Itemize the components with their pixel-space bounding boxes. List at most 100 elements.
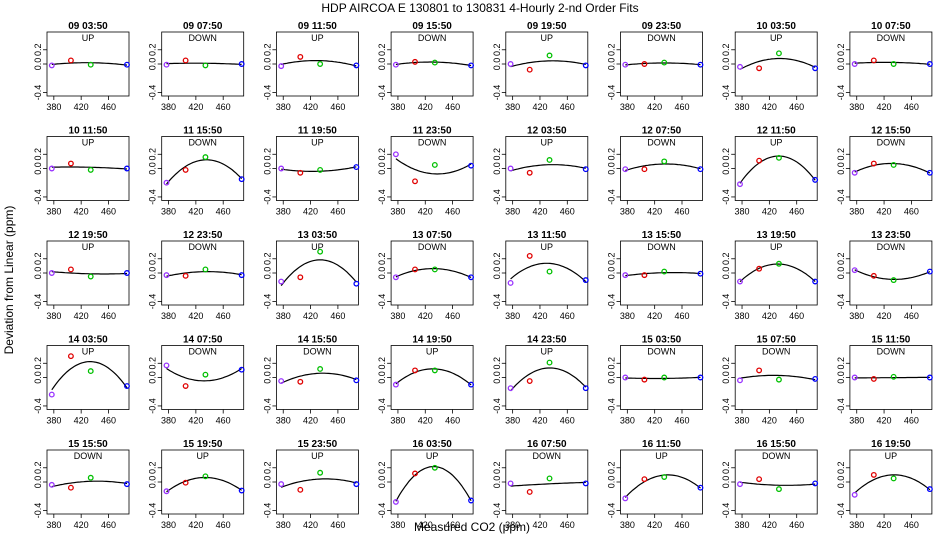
data-point [67, 353, 74, 360]
panel-title: 09 03:50 [68, 21, 108, 32]
y-tick-label: 0.0 [607, 476, 617, 489]
x-tick-label: 380 [390, 416, 405, 426]
x-tick-label: 380 [849, 416, 864, 426]
x-tick-label: 380 [505, 520, 520, 530]
x-tick-label: 420 [188, 416, 203, 426]
y-tick-label: 0.2 [721, 462, 731, 475]
data-point [123, 481, 130, 488]
x-tick-label: 380 [276, 416, 291, 426]
y-tick-label: -0.4 [721, 503, 731, 519]
data-point [622, 166, 629, 173]
panel-title: 11 15:50 [183, 126, 222, 137]
data-point [582, 277, 589, 284]
panel-direction-label: DOWN [647, 33, 676, 43]
panel-title: 09 23:50 [642, 21, 682, 32]
data-point [48, 481, 55, 488]
data-point [182, 383, 189, 389]
data-point [278, 481, 285, 488]
fit-curve [395, 61, 472, 67]
x-tick-label: 420 [418, 102, 433, 112]
x-tick-label: 420 [74, 311, 89, 321]
x-tick-label: 380 [46, 520, 61, 530]
panel-direction-label: DOWN [418, 242, 447, 252]
data-point [238, 272, 245, 279]
x-tick-label: 460 [904, 520, 919, 530]
x-tick-label: 380 [735, 416, 750, 426]
panel-title: 12 23:50 [183, 230, 223, 241]
x-tick-label: 460 [560, 416, 575, 426]
y-tick-label: -0.4 [33, 294, 43, 310]
data-point [661, 474, 668, 480]
data-point [238, 176, 245, 183]
fit-curve [395, 158, 472, 175]
x-tick-label: 460 [101, 416, 116, 426]
x-tick-label: 380 [161, 102, 176, 112]
panel-direction-label: UP [311, 33, 324, 43]
x-tick-label: 380 [161, 416, 176, 426]
data-point [756, 476, 763, 483]
panel-title: 13 19:50 [756, 230, 796, 241]
y-tick-label: -0.4 [377, 398, 387, 414]
x-tick-label: 420 [303, 207, 318, 217]
panel-direction-label: UP [82, 242, 95, 252]
data-point [890, 61, 897, 67]
data-point [87, 474, 94, 481]
x-tick-label: 380 [849, 520, 864, 530]
x-tick-label: 420 [188, 102, 203, 112]
y-tick-label: -0.4 [262, 189, 272, 205]
y-tick-label: 0.2 [33, 462, 43, 475]
data-point [546, 475, 553, 482]
panel-direction-label: DOWN [418, 138, 447, 148]
y-tick-label: 0.0 [33, 58, 43, 71]
y-tick-label: 0.0 [377, 162, 387, 175]
data-point [297, 274, 304, 281]
fit-curve [510, 60, 586, 68]
panel-title: 12 07:50 [642, 126, 682, 137]
fit-curve [739, 57, 816, 70]
data-point [661, 158, 668, 165]
data-point [507, 61, 514, 67]
y-tick-label: -0.4 [492, 294, 502, 310]
data-point [87, 61, 94, 68]
panel-title: 15 03:50 [642, 335, 682, 346]
data-point [756, 65, 763, 72]
data-point [775, 154, 782, 161]
data-point [123, 61, 130, 68]
data-point [582, 385, 589, 392]
data-point [353, 280, 360, 287]
y-tick-label: -0.4 [836, 189, 846, 205]
y-tick-label: 0.2 [721, 357, 731, 370]
y-tick-label: 0.0 [607, 371, 617, 384]
y-tick-label: 0.0 [148, 267, 158, 280]
y-tick-label: 0.2 [836, 148, 846, 161]
y-tick-label: -0.4 [607, 503, 617, 519]
y-tick-label: 0.0 [721, 267, 731, 280]
y-tick-label: 0.2 [607, 357, 617, 370]
panel-title: 10 07:50 [871, 21, 911, 32]
y-tick-label: 0.2 [33, 253, 43, 266]
panel-title: 09 19:50 [527, 21, 567, 32]
data-point [468, 62, 474, 69]
x-tick-label: 380 [46, 416, 61, 426]
fit-curve [625, 272, 701, 277]
x-tick-label: 460 [216, 207, 231, 217]
x-tick-label: 420 [647, 102, 662, 112]
data-point [468, 381, 474, 388]
x-tick-label: 460 [789, 102, 804, 112]
data-point [412, 266, 418, 273]
x-tick-label: 420 [188, 520, 203, 530]
panel-direction-label: DOWN [188, 138, 217, 148]
data-point [851, 267, 858, 274]
x-tick-label: 380 [46, 311, 61, 321]
y-tick-label: 0.2 [492, 357, 502, 370]
data-point [163, 179, 170, 186]
data-point [87, 273, 94, 280]
data-point [507, 165, 514, 172]
y-tick-label: 0.0 [607, 162, 617, 175]
data-point [392, 498, 399, 505]
data-point [851, 491, 858, 498]
